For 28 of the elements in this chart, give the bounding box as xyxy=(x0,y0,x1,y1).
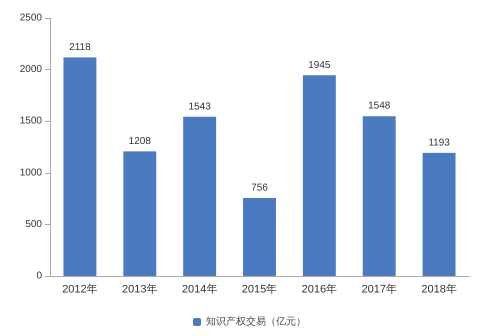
data-label: 1945 xyxy=(308,60,331,71)
y-tick-label: 1500 xyxy=(20,116,42,127)
bar xyxy=(243,198,276,276)
data-label: 1548 xyxy=(368,100,391,112)
data-label: 1193 xyxy=(428,137,450,148)
bar xyxy=(302,75,336,276)
x-tick-label: 2013年 xyxy=(122,284,158,296)
x-tick-label: 2017年 xyxy=(361,284,397,296)
data-label: 756 xyxy=(251,182,268,194)
bar xyxy=(422,152,456,276)
legend-label: 知识产权交易（亿元） xyxy=(206,316,306,328)
y-tick-label: 2000 xyxy=(20,64,42,76)
x-tick-label: 2012年 xyxy=(62,284,98,296)
y-tick-label: 1000 xyxy=(20,167,42,178)
bar xyxy=(183,116,216,276)
data-label: 2118 xyxy=(69,42,92,53)
x-tick-label: 2016年 xyxy=(302,284,338,296)
x-tick-label: 2015年 xyxy=(242,284,278,296)
bar xyxy=(63,57,96,276)
x-tick-label: 2014年 xyxy=(182,284,218,296)
data-label: 1543 xyxy=(188,101,212,112)
bar xyxy=(362,116,396,276)
y-tick-label: 500 xyxy=(25,218,42,230)
y-tick-label: 2500 xyxy=(20,12,42,24)
x-tick-label: 2018年 xyxy=(421,284,457,296)
y-tick-label: 0 xyxy=(36,270,42,282)
bar xyxy=(123,151,156,276)
data-label: 1208 xyxy=(128,136,152,147)
